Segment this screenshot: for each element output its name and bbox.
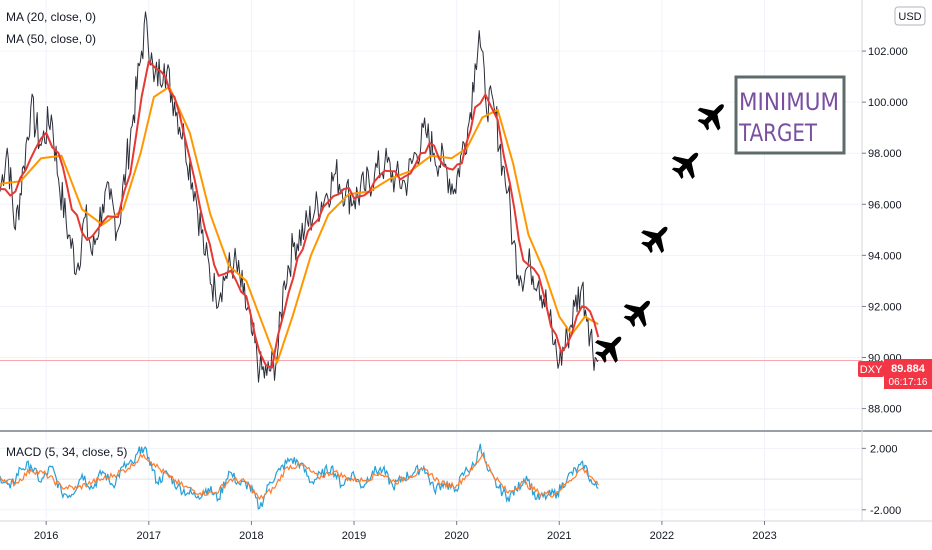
currency-selector[interactable]: USD: [894, 6, 926, 26]
macd-line[interactable]: [0, 443, 599, 510]
price-tick-label: 98.000: [868, 148, 902, 160]
bar-countdown: 06:17:16: [889, 377, 928, 388]
last-price-badge: [884, 359, 932, 389]
price-tick-label: 92.000: [868, 301, 902, 313]
price-tick-label: 102.000: [868, 46, 908, 58]
airplane-icon[interactable]: [618, 291, 659, 332]
time-tick-label: 2021: [547, 530, 571, 542]
airplane-icon[interactable]: [590, 327, 631, 368]
macd-axis[interactable]: 2.000 -2.000: [862, 443, 901, 517]
macd-signal-line[interactable]: [0, 452, 599, 501]
currency-label: USD: [898, 11, 921, 23]
time-tick-label: 2016: [34, 530, 58, 542]
last-price-marker: DXY 89.884 06:17:16: [858, 359, 932, 389]
ma50-line[interactable]: [0, 85, 599, 364]
airplane-icon[interactable]: [636, 217, 677, 258]
time-tick-label: 2023: [752, 530, 776, 542]
target-line-1: MINIMUM: [739, 88, 839, 116]
airplane-icon[interactable]: [692, 94, 733, 135]
time-tick-label: 2017: [137, 530, 161, 542]
price-pane[interactable]: [0, 11, 600, 383]
airplane-icon[interactable]: [666, 143, 707, 184]
last-price-value: 89.884: [891, 363, 926, 375]
price-series-line[interactable]: [0, 11, 599, 383]
macd-pane[interactable]: [0, 443, 599, 510]
price-tick-label: 100.000: [868, 97, 908, 109]
target-line-2: TARGET: [738, 119, 817, 147]
symbol-badge[interactable]: [858, 361, 884, 377]
macd-tick-label: 2.000: [870, 443, 898, 455]
plane-annotations[interactable]: [590, 94, 734, 368]
time-axis[interactable]: 2016 2017 2018 2019 2020 2021 2022 2023: [34, 521, 777, 542]
macd-legend[interactable]: MACD (5, 34, close, 5): [6, 445, 127, 459]
price-tick-label: 96.000: [868, 199, 902, 211]
symbol-label: DXY: [860, 364, 883, 376]
price-tick-label: 94.000: [868, 250, 902, 262]
time-tick-label: 2019: [342, 530, 366, 542]
macd-tick-label: -2.000: [870, 505, 901, 517]
price-axis[interactable]: 88.00090.00092.00094.00096.00098.000100.…: [862, 46, 908, 416]
ma20-legend[interactable]: MA (20, close, 0): [6, 10, 96, 24]
ma20-line[interactable]: [0, 60, 600, 369]
price-tick-label: 88.000: [868, 404, 902, 416]
time-tick-label: 2018: [239, 530, 263, 542]
ma50-legend[interactable]: MA (50, close, 0): [6, 32, 96, 46]
time-tick-label: 2020: [444, 530, 468, 542]
time-tick-label: 2022: [650, 530, 674, 542]
chart-grid: [0, 0, 862, 519]
minimum-target-box[interactable]: MINIMUM TARGET: [734, 75, 846, 155]
